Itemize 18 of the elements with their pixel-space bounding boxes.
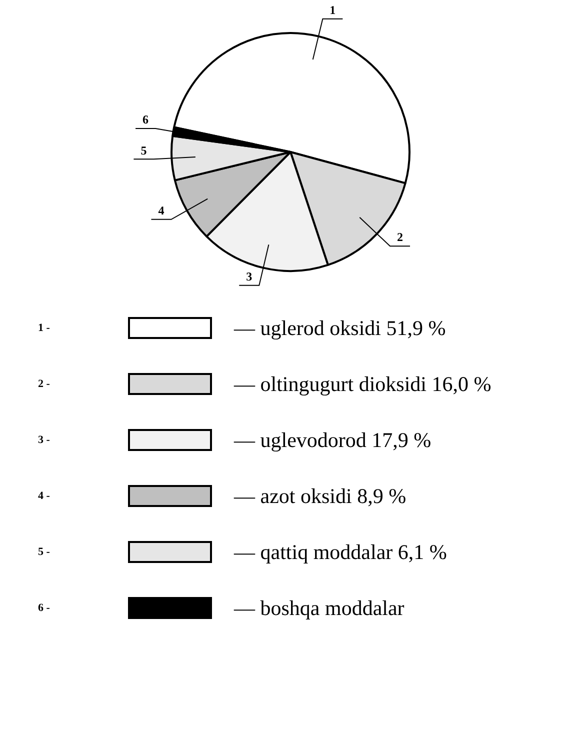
text: 5 - (37, 546, 51, 558)
text: 5 (140, 143, 147, 158)
text: 3 (246, 269, 252, 284)
text: 1 (330, 2, 336, 17)
legend-label: — qattiq moddalar 6,1 % (234, 540, 447, 564)
text: 2 - (37, 378, 51, 390)
text: 4 (158, 203, 164, 218)
legend-label: — oltingugurt dioksidi 16,0 % (234, 372, 492, 396)
text: 1 - (37, 322, 51, 334)
legend-label: — azot oksidi 8,9 % (234, 484, 406, 508)
legend-label: — uglevodorod 17,9 % (234, 428, 432, 452)
text: 6 (142, 112, 149, 127)
text: 3 - (37, 434, 51, 446)
text: 6 - (37, 602, 51, 614)
legend-label: — uglerod oksidi 51,9 % (234, 316, 446, 340)
text: 2 (397, 230, 404, 244)
text: 4 - (37, 490, 51, 502)
legend-label: — boshqa moddalar (234, 596, 404, 620)
